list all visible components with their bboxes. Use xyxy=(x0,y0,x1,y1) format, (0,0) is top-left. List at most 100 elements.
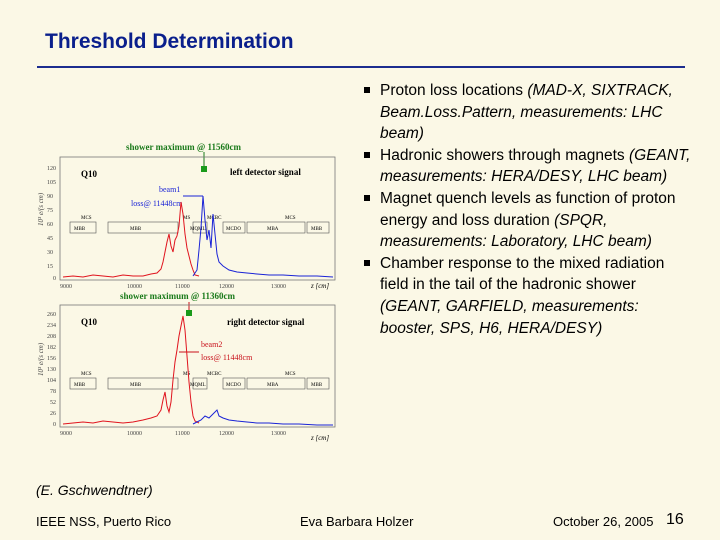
bullet-item: Chamber response to the mixed radiation … xyxy=(364,253,694,339)
magnet-box xyxy=(192,221,208,234)
magnet-box xyxy=(306,377,330,390)
ytick: 60 xyxy=(47,222,53,228)
ytick: 0 xyxy=(53,276,56,282)
bullet-marker xyxy=(364,259,370,266)
ytick: 90 xyxy=(47,194,53,200)
top-xlabel: z [cm] xyxy=(310,282,329,290)
bullet-text: Hadronic showers through magnets xyxy=(380,146,629,164)
top-quad-label: Q10 xyxy=(81,169,98,179)
bottom-detector-label: right detector signal xyxy=(227,317,305,327)
xtick: 9000 xyxy=(60,431,72,437)
xtick: 9000 xyxy=(60,284,72,290)
magnet-label: MBB xyxy=(74,227,86,232)
footer-author: Eva Barbara Holzer xyxy=(300,514,414,529)
magnet-box xyxy=(69,377,97,390)
title-divider xyxy=(37,66,685,68)
bottom-shower-marker xyxy=(186,310,192,316)
ytick: 104 xyxy=(47,378,56,384)
magnet-box xyxy=(246,221,306,234)
footer-date: October 26, 2005 xyxy=(553,514,654,529)
ytick: 26 xyxy=(50,411,56,417)
magnet-label: MBB xyxy=(130,227,142,232)
bullet-item: Proton loss locations (MAD-X, SIXTRACK, … xyxy=(364,80,694,145)
top-shower-label: shower maximum @ 11560cm xyxy=(126,142,241,152)
ytick: 45 xyxy=(47,236,53,242)
top-plot-frame xyxy=(59,156,336,281)
xtick: 10000 xyxy=(127,284,142,290)
magnet-label: MBB xyxy=(311,383,323,388)
bullet-marker xyxy=(364,194,370,201)
bullet-source: (MAD-X, SIXTRACK, Beam.Loss.Pattern, mea… xyxy=(380,82,673,143)
top-shower-marker xyxy=(201,166,207,172)
xtick: 13000 xyxy=(271,284,286,290)
ytick: 120 xyxy=(47,166,56,172)
top-loss-label: loss@ 11448cm xyxy=(131,199,183,208)
magnet-box xyxy=(107,221,179,234)
magnet-box xyxy=(107,377,179,390)
shower-signal-figure: shower maximum @ 11560cm 10³ e/(s cm) 12… xyxy=(37,142,336,442)
bullet-marker xyxy=(364,151,370,158)
page-number: 16 xyxy=(666,511,684,528)
bottom-blue-signal xyxy=(192,409,333,426)
ms-label: MCS xyxy=(285,372,296,377)
ytick: 75 xyxy=(47,208,53,214)
bottom-quad-label: Q10 xyxy=(81,317,98,327)
magnet-label: MBB xyxy=(74,383,86,388)
top-yticks: 120 105 90 75 60 45 30 15 0 xyxy=(47,166,56,282)
bullet-text: Magnet quench levels as function of prot… xyxy=(380,189,676,229)
top-magnets xyxy=(69,221,330,234)
xtick: 11000 xyxy=(175,284,190,290)
bottom-loss-label: loss@ 11448cm xyxy=(201,353,253,362)
magnet-label: MCDO xyxy=(226,383,241,388)
bottom-xticks: 9000 10000 11000 12000 13000 xyxy=(60,431,286,437)
magnet-label: MQML xyxy=(190,227,206,232)
ytick: 30 xyxy=(47,250,53,256)
bullet-text: Chamber response to the mixed radiation … xyxy=(380,254,665,294)
ytick: 260 xyxy=(47,312,56,318)
magnet-label: MCDO xyxy=(226,227,241,232)
xtick: 12000 xyxy=(219,431,234,437)
bullet-text: Proton loss locations xyxy=(380,82,528,99)
bullet-list: Proton loss locations (MAD-X, SIXTRACK, … xyxy=(364,80,694,339)
ytick: 52 xyxy=(50,400,56,406)
top-beam-label: beam1 xyxy=(159,185,180,194)
bottom-red-signal xyxy=(62,315,200,425)
ms-label: MCS xyxy=(81,216,92,221)
bullet-source: (GEANT, GARFIELD, measurements: booster,… xyxy=(380,297,639,337)
ytick: 182 xyxy=(47,345,56,351)
bottom-yticks: 260 234 208 182 156 130 104 78 52 26 0 xyxy=(47,312,56,428)
bullet-marker xyxy=(364,87,370,93)
ms-label: MCS xyxy=(81,372,92,377)
bullet-item: Hadronic showers through magnets (GEANT,… xyxy=(364,145,694,188)
magnet-box xyxy=(69,221,97,234)
top-detector-label: left detector signal xyxy=(230,167,301,177)
ms-label: MS xyxy=(183,216,190,221)
magnet-label: MBB xyxy=(130,383,142,388)
ytick: 234 xyxy=(47,323,56,329)
magnet-label: MBA xyxy=(267,383,279,388)
bullet-item: Magnet quench levels as function of prot… xyxy=(364,188,694,253)
top-plot: shower maximum @ 11560cm 10³ e/(s cm) 12… xyxy=(37,142,336,290)
top-red-signal xyxy=(62,201,200,278)
xtick: 11000 xyxy=(175,431,190,437)
ms-label: MCBC xyxy=(207,216,222,221)
bottom-plot: shower maximum @ 11360cm 10³ e/(s cm) 26… xyxy=(37,291,336,442)
ytick: 105 xyxy=(47,180,56,186)
footer-conference: IEEE NSS, Puerto Rico xyxy=(36,514,172,529)
bottom-shower-label: shower maximum @ 11360cm xyxy=(120,291,235,301)
ytick: 156 xyxy=(47,356,56,362)
bottom-magnet-labels: MBB MBB MQML MCDO MBA MBB MCS MS MCBC MC… xyxy=(74,372,323,388)
magnet-box xyxy=(192,377,208,390)
bottom-magnets xyxy=(69,377,330,390)
ytick: 208 xyxy=(47,334,56,340)
magnet-box xyxy=(222,221,246,234)
slide-title: Threshold Determination xyxy=(45,30,294,53)
top-blue-signal xyxy=(192,195,334,278)
bottom-ylabel: 10³ e/(s cm) xyxy=(37,342,45,376)
bottom-xlabel: z [cm] xyxy=(310,434,329,442)
bottom-beam-label: beam2 xyxy=(201,340,222,349)
magnet-label: MBA xyxy=(267,227,279,232)
citation: (E. Gschwendtner) xyxy=(36,482,153,498)
ms-label: MCBC xyxy=(207,372,222,377)
magnet-box xyxy=(222,377,246,390)
